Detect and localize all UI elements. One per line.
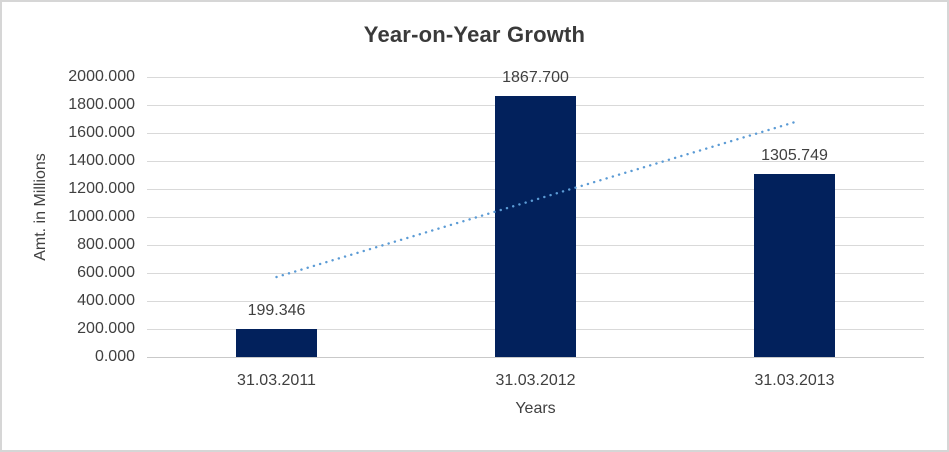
y-tick-label: 1600.000 bbox=[68, 124, 135, 141]
y-tick-label: 400.000 bbox=[77, 292, 135, 309]
data-label: 1305.749 bbox=[761, 147, 828, 165]
data-label: 1867.700 bbox=[502, 68, 569, 86]
y-tick-label: 800.000 bbox=[77, 236, 135, 253]
chart-title: Year-on-Year Growth bbox=[363, 22, 586, 47]
x-tick-label: 31.03.2011 bbox=[237, 372, 316, 389]
y-tick-label: 2000.000 bbox=[68, 68, 135, 85]
y-tick-label: 1000.000 bbox=[68, 208, 135, 225]
x-tick-label: 31.03.2013 bbox=[754, 372, 835, 389]
data-label: 199.346 bbox=[247, 302, 306, 320]
x-axis-title: Years bbox=[515, 400, 556, 417]
bar bbox=[754, 174, 835, 357]
y-tick-label: 1200.000 bbox=[68, 180, 135, 197]
y-tick-label: 1800.000 bbox=[68, 96, 135, 113]
y-tick-label: 1400.000 bbox=[68, 152, 135, 169]
x-tick-label: 31.03.2012 bbox=[495, 372, 576, 389]
bar bbox=[236, 329, 317, 357]
gridline bbox=[147, 76, 924, 78]
x-axis-line bbox=[147, 356, 924, 358]
y-tick-label: 600.000 bbox=[77, 264, 135, 281]
y-tick-label: 200.000 bbox=[77, 320, 135, 337]
y-tick-label: 0.000 bbox=[94, 348, 135, 365]
bar bbox=[495, 95, 576, 357]
